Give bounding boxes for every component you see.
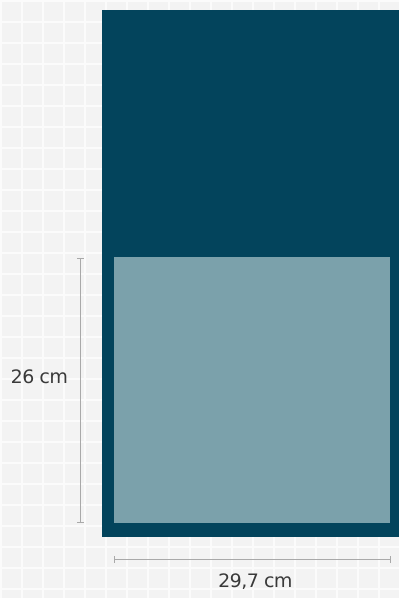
height-dimension-cap-bottom	[77, 522, 84, 523]
width-label: 29,7 cm	[218, 570, 292, 592]
height-dimension-line	[77, 258, 84, 523]
outer-panel	[102, 10, 399, 537]
height-label: 26 cm	[10, 366, 68, 388]
width-dimension-cap-right	[390, 556, 391, 563]
width-dimension-cap-left	[114, 556, 115, 563]
inner-print-area	[114, 257, 390, 523]
width-dimension-line	[114, 556, 391, 563]
height-dimension-cap-top	[77, 258, 84, 259]
